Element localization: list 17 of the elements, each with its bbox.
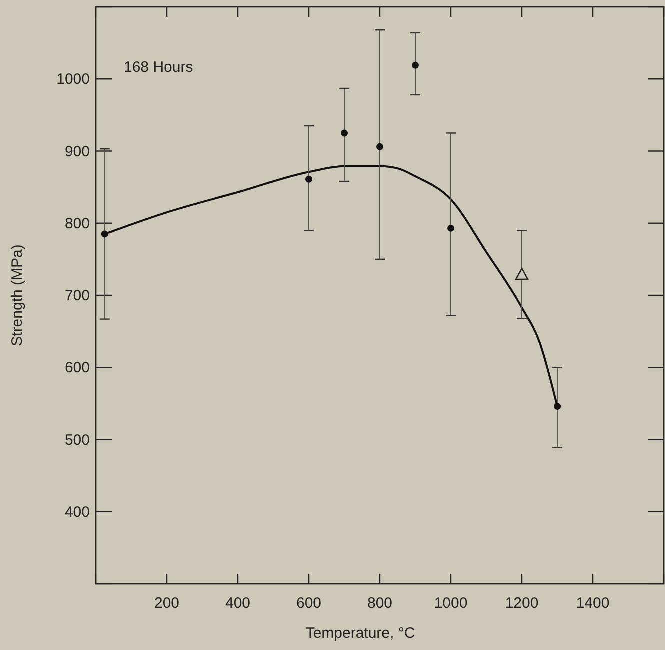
x-tick-label: 800 bbox=[367, 595, 393, 612]
y-tick-label: 1000 bbox=[56, 71, 90, 88]
x-tick-label: 1000 bbox=[434, 595, 468, 612]
annotation: 168 Hours bbox=[124, 59, 194, 76]
y-tick-label: 800 bbox=[64, 215, 90, 232]
x-tick-label: 600 bbox=[296, 595, 322, 612]
x-tick-label: 1400 bbox=[576, 595, 610, 612]
y-tick-label: 600 bbox=[64, 360, 90, 377]
y-tick-label: 700 bbox=[64, 288, 90, 304]
y-tick-label: 400 bbox=[64, 504, 90, 521]
x-tick-label: 400 bbox=[225, 595, 251, 612]
x-axis-title: Temperature, °C bbox=[306, 625, 416, 642]
x-tick-label: 200 bbox=[154, 595, 180, 612]
y-tick-label: 900 bbox=[64, 143, 90, 160]
y-tick-label: 500 bbox=[64, 432, 90, 449]
x-tick-label: 1200 bbox=[505, 595, 539, 612]
y-axis-title: Strength (MPa) bbox=[9, 244, 26, 346]
